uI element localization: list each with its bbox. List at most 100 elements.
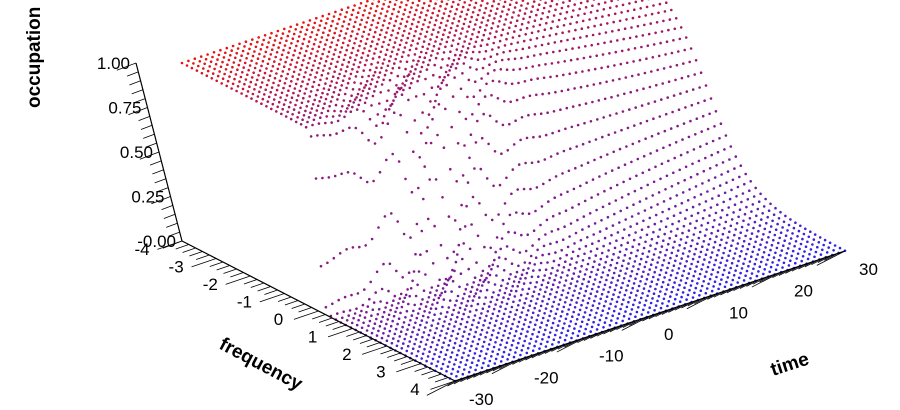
surface-point [544, 133, 548, 137]
surface-point [659, 220, 663, 223]
surface-point [549, 242, 552, 246]
surface-point [557, 61, 560, 64]
surface-point [786, 247, 790, 250]
surface-point [306, 120, 309, 124]
surface-point [336, 98, 339, 101]
surface-point [296, 77, 300, 81]
surface-point [493, 35, 497, 39]
surface-point [730, 188, 733, 192]
surface-point [489, 338, 492, 342]
frequency-tick-mark [346, 331, 360, 337]
surface-point [447, 0, 450, 1]
surface-point [240, 92, 243, 95]
surface-point [492, 41, 496, 45]
surface-point [265, 83, 269, 87]
surface-point [754, 240, 757, 244]
surface-point [296, 116, 299, 119]
surface-point [395, 36, 398, 40]
surface-point [767, 236, 770, 239]
surface-point [598, 280, 602, 284]
surface-point [214, 62, 218, 66]
surface-point [497, 46, 500, 49]
surface-point [323, 64, 327, 68]
surface-point [226, 63, 229, 66]
surface-point [324, 121, 327, 125]
surface-point [358, 44, 361, 48]
surface-point [714, 211, 718, 215]
surface-point [236, 47, 240, 50]
surface-point [685, 298, 688, 301]
surface-point [517, 320, 521, 324]
surface-point [663, 129, 667, 133]
surface-point [528, 304, 531, 308]
surface-point [671, 246, 675, 249]
surface-point [265, 105, 268, 108]
time-tick-mark [622, 319, 638, 328]
surface-point [750, 232, 754, 235]
surface-point [819, 253, 823, 256]
surface-point [519, 315, 522, 319]
surface-point [546, 281, 550, 285]
surface-point [514, 119, 517, 122]
surface-point [515, 346, 519, 350]
surface-point [590, 309, 593, 312]
surface-point [423, 310, 426, 313]
surface-point [536, 335, 539, 339]
surface-point [385, 69, 388, 72]
surface-point [467, 370, 471, 374]
surface-point [767, 209, 771, 212]
surface-point [709, 97, 713, 100]
surface-point [473, 45, 476, 48]
surface-point [291, 37, 295, 40]
surface-point [711, 268, 715, 272]
surface-point [669, 295, 672, 298]
surface-point [310, 68, 314, 72]
surface-point [459, 272, 463, 276]
time-tick-mark [752, 276, 768, 285]
surface-point [357, 103, 361, 107]
surface-point [401, 34, 405, 37]
surface-point [663, 276, 666, 279]
surface-point [524, 276, 527, 280]
surface-point [659, 290, 662, 293]
surface-point [277, 46, 280, 49]
surface-point [467, 315, 470, 319]
surface-point [704, 84, 708, 87]
surface-point [446, 365, 450, 368]
surface-point [395, 306, 399, 310]
surface-point [762, 205, 766, 208]
surface-point [650, 206, 653, 209]
surface-point [602, 288, 605, 291]
surface-point [690, 262, 693, 266]
surface-point [366, 0, 369, 3]
surface-point [434, 307, 438, 311]
surface-point [661, 280, 665, 284]
surface-point [544, 233, 547, 236]
surface-point [468, 332, 471, 336]
surface-point [671, 269, 674, 272]
occupation-tick-mark [163, 213, 176, 219]
surface-point [502, 269, 506, 272]
surface-point [634, 277, 637, 281]
surface-point [585, 285, 589, 288]
surface-point [494, 357, 498, 361]
surface-point [492, 184, 495, 188]
surface-point [521, 327, 524, 331]
surface-point [625, 206, 629, 210]
surface-point [321, 52, 324, 56]
surface-point [613, 246, 617, 250]
surface-point [417, 270, 421, 273]
surface-point [367, 138, 370, 142]
surface-point [512, 143, 516, 146]
surface-point [583, 199, 587, 203]
surface-point [501, 278, 505, 282]
surface-point [540, 205, 544, 208]
surface-point [309, 52, 313, 55]
surface-point [412, 150, 415, 153]
surface-point [735, 264, 739, 268]
time-tick-mark [686, 293, 716, 310]
surface-point [652, 117, 655, 120]
surface-point [588, 256, 591, 260]
surface-point [636, 24, 640, 28]
surface-point [381, 24, 385, 27]
